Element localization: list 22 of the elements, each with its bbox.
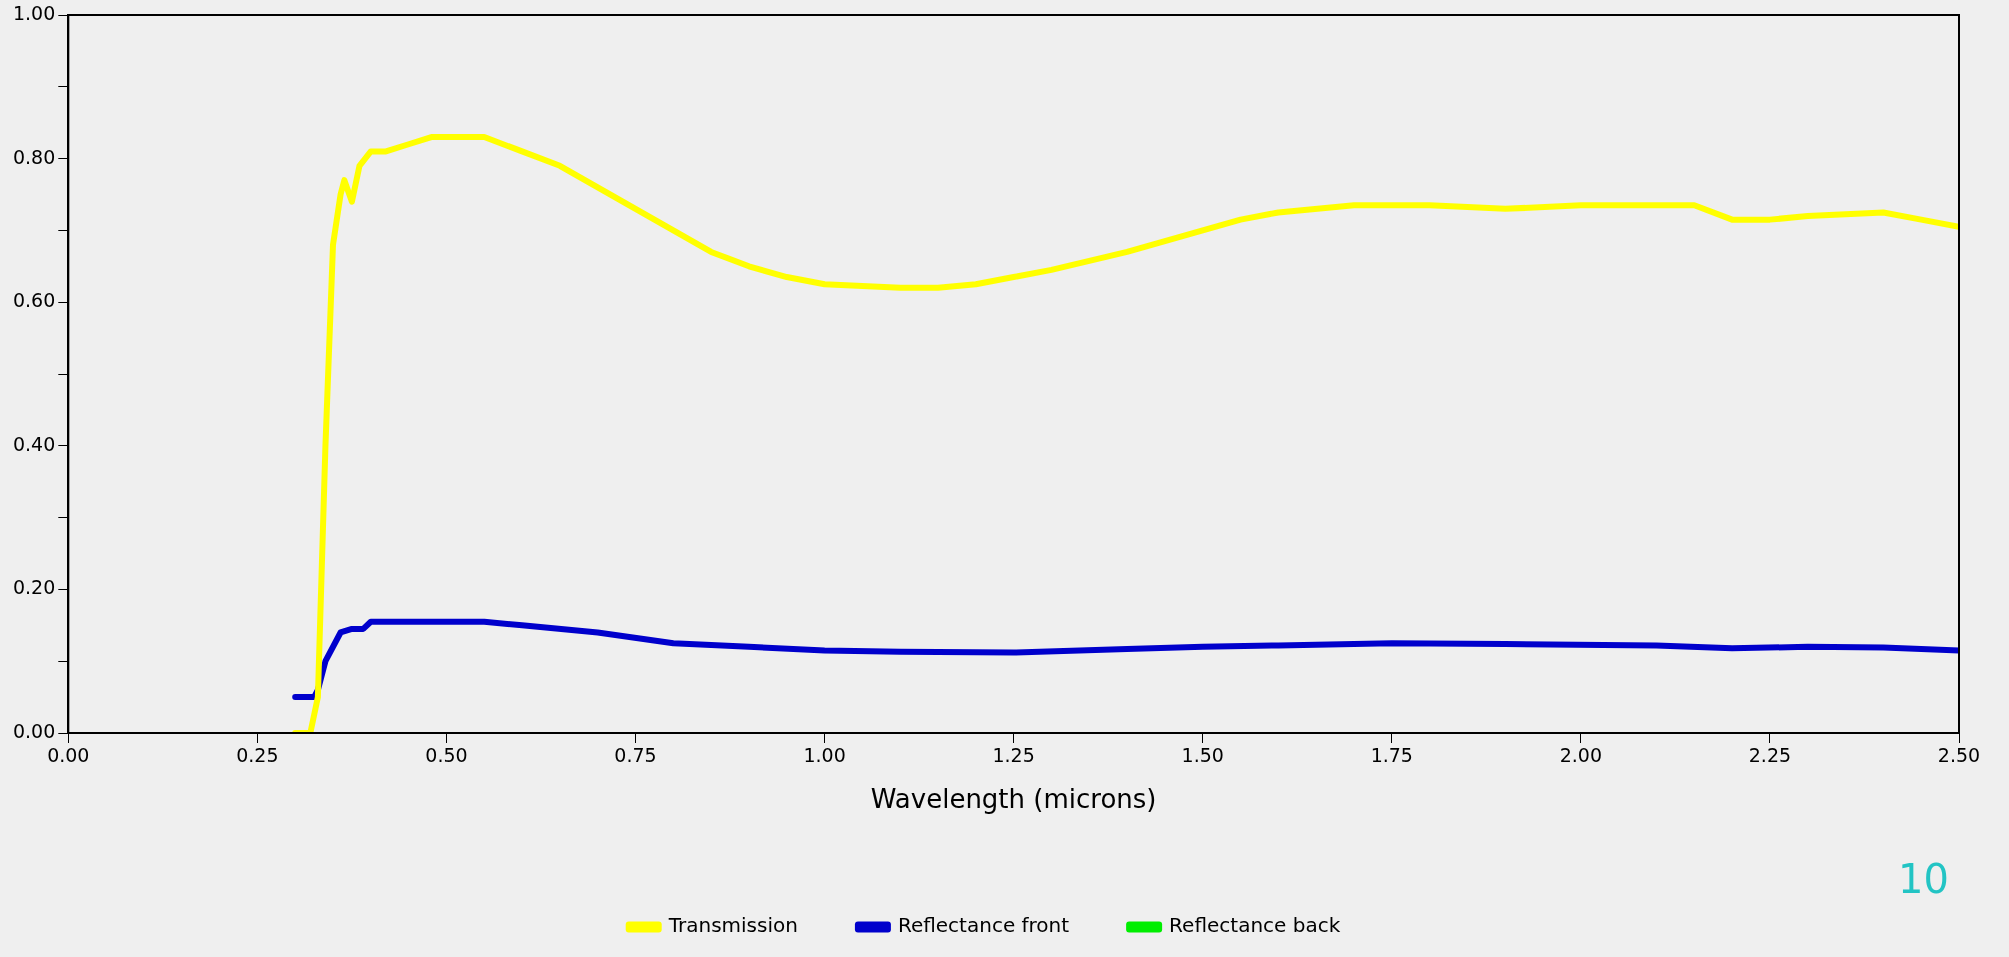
x-tick-label: 0.50 <box>425 744 468 767</box>
legend-label: Reflectance front <box>897 913 1070 938</box>
x-tick-label: 1.00 <box>803 744 846 767</box>
legend-label: Reflectance back <box>1169 913 1341 938</box>
x-tick-label: 0.25 <box>236 744 279 767</box>
y-tick-label: 0.40 <box>12 432 56 455</box>
x-tick-label: 1.25 <box>992 744 1035 767</box>
x-axis-title: Wavelength (microns) <box>870 784 1157 815</box>
x-tick-label: 1.75 <box>1370 744 1413 767</box>
y-tick-label: 0.00 <box>12 719 56 742</box>
x-tick-label: 2.00 <box>1559 744 1603 767</box>
y-tick-label: 0.80 <box>12 145 56 168</box>
legend-label: Transmission <box>667 913 798 938</box>
x-tick-label: 2.25 <box>1748 744 1792 767</box>
x-tick-label: 2.50 <box>1937 744 1981 767</box>
text: 10 <box>1898 856 1949 902</box>
y-tick-label: 1.00 <box>12 1 56 24</box>
y-tick-label: 0.60 <box>12 289 56 312</box>
x-tick-label: 0.75 <box>614 744 657 767</box>
x-tick-label: 0.00 <box>47 744 90 767</box>
y-tick-label: 0.20 <box>12 576 56 599</box>
x-tick-label: 1.50 <box>1181 744 1224 767</box>
